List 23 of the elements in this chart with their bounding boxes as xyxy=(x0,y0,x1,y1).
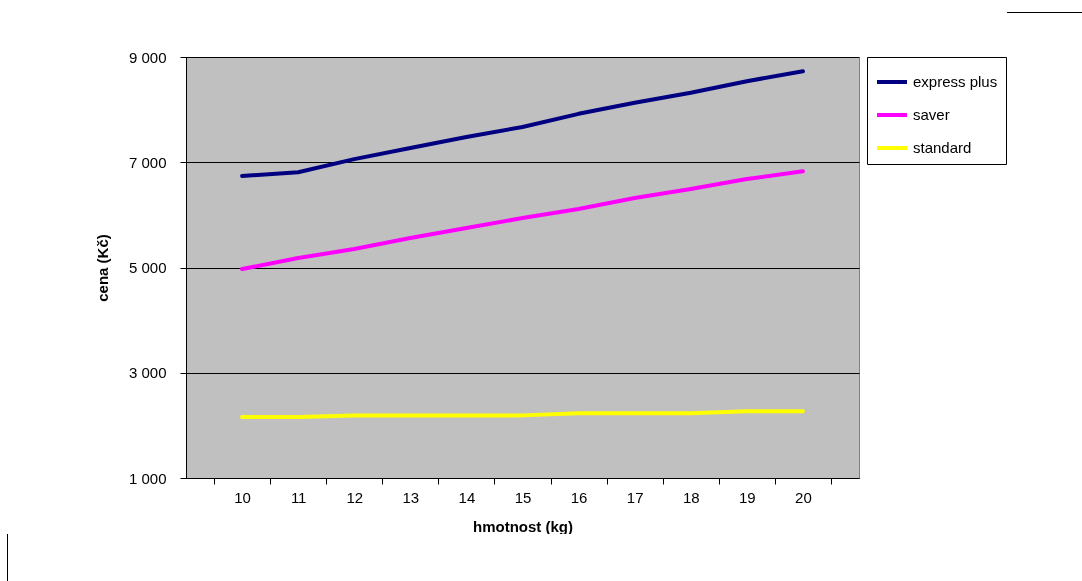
x-tick-label: 18 xyxy=(682,488,700,506)
y-tick-label: 7 000 xyxy=(128,153,167,171)
x-tick-label: 10 xyxy=(234,488,251,506)
y-tick-label: 1 000 xyxy=(128,469,167,487)
x-tick-label: 11 xyxy=(290,488,307,506)
x-tick-label: 19 xyxy=(738,488,756,506)
x-tick-label: 14 xyxy=(458,488,476,506)
x-tick-label: 16 xyxy=(570,488,588,506)
x-tick-label: 20 xyxy=(795,488,812,506)
line-series xyxy=(240,169,805,272)
y-tick-label: 5 000 xyxy=(128,259,167,276)
x-tick-label: 12 xyxy=(346,488,364,506)
legend-label: standard xyxy=(913,139,972,156)
x-axis-title: hmotnost (kg) xyxy=(473,517,573,535)
y-tick-label: 9 000 xyxy=(128,48,167,66)
legend-label: saver xyxy=(913,106,950,123)
x-tick-label: 13 xyxy=(402,488,420,506)
x-tick-label: 17 xyxy=(626,488,644,506)
y-tick-label: 3 000 xyxy=(128,364,167,382)
y-axis-title: cena (Kč) xyxy=(93,234,111,302)
x-tick-label: 15 xyxy=(514,488,532,506)
line-series xyxy=(240,69,805,178)
legend-label: express plus xyxy=(913,73,998,90)
